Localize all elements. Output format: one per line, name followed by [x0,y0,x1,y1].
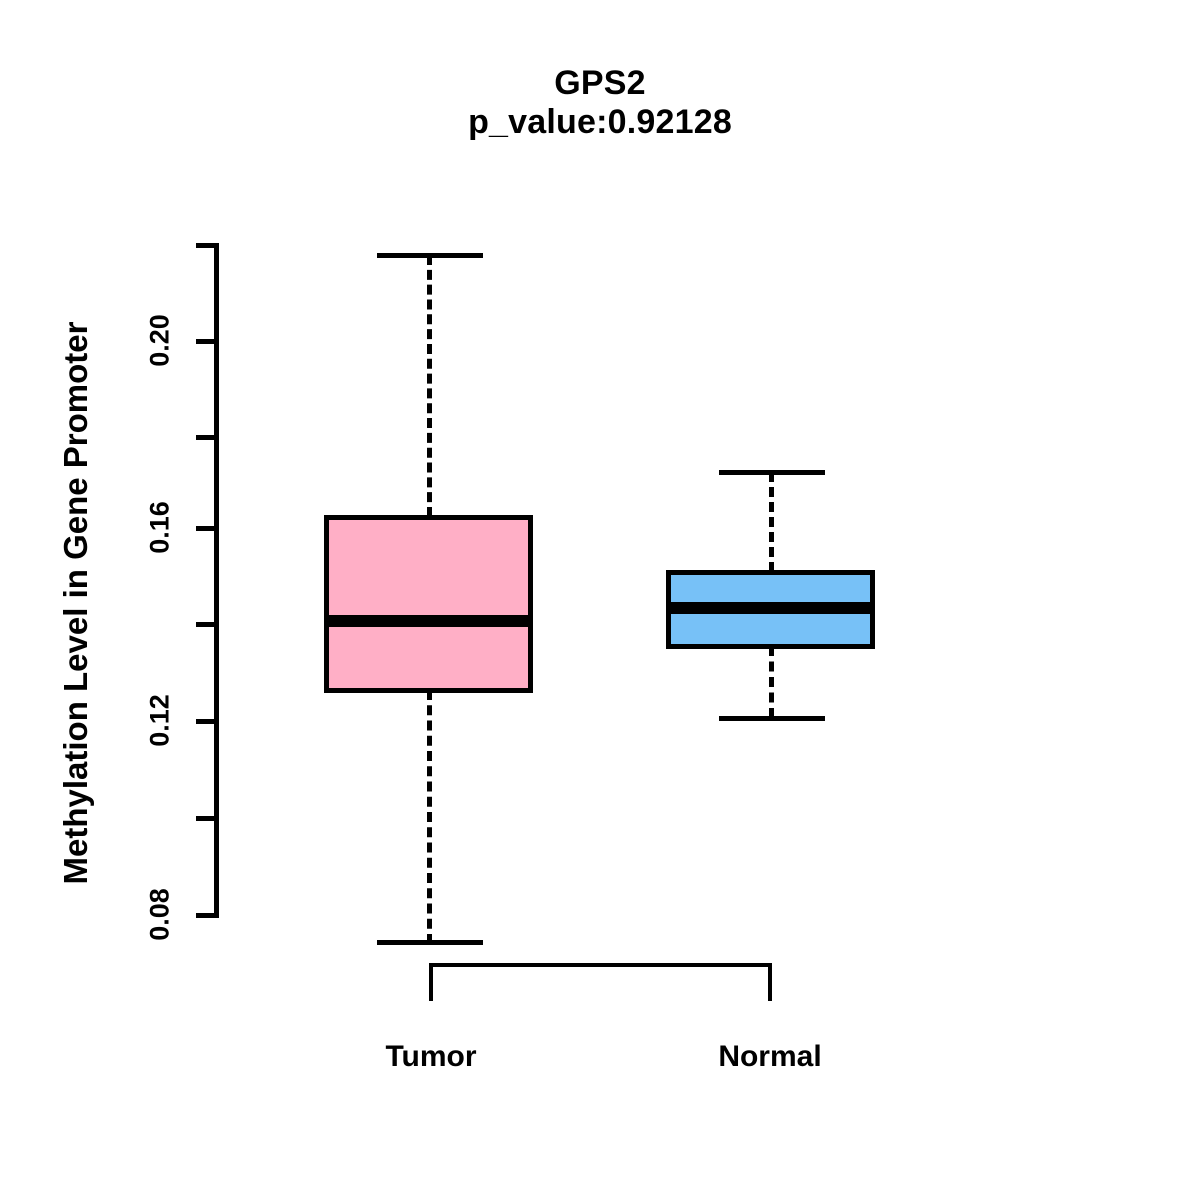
y-axis-line [214,243,219,918]
y-tick-mark-0.18 [196,435,219,440]
tumor-box [324,515,533,693]
y-axis-title: Methylation Level in Gene Promoter [57,321,94,885]
chart-title-block: GPS2 p_value:0.92128 [0,64,1200,143]
y-tick-mark-0.12 [196,719,219,724]
y-tick-mark-0.16 [196,526,219,531]
x-axis-tick-normal [768,963,772,1001]
x-axis-line [429,963,772,967]
x-axis-label-normal: Normal [718,1040,822,1073]
normal-lower-whisker-cap [719,716,825,721]
tumor-median-line [324,615,533,627]
page-title: GPS2 [554,64,646,102]
x-axis-tick-tumor [429,963,433,1001]
normal-lower-whisker-stem [769,646,774,718]
y-tick-mark-0.08 [196,913,219,918]
y-tick-mark-0.14 [196,622,219,627]
tumor-lower-whisker-cap [377,940,483,945]
tumor-upper-whisker-cap [377,253,483,258]
y-tick-mark-0.20 [196,339,219,344]
normal-upper-whisker-cap [719,470,825,475]
normal-median-line [666,602,875,614]
x-axis-label-tumor: Tumor [385,1040,477,1073]
chart-subtitle-pvalue: p_value:0.92128 [468,103,732,142]
y-tick-mark-0.22 [196,243,219,248]
tumor-upper-whisker-stem [427,255,432,517]
normal-upper-whisker-stem [769,472,774,572]
y-tick-label-0.20: 0.20 [144,314,175,367]
y-tick-label-0.16: 0.16 [144,501,175,554]
y-tick-label-0.08: 0.08 [144,888,175,941]
y-tick-mark-0.10 [196,816,219,821]
tumor-lower-whisker-stem [427,690,432,944]
y-tick-label-0.12: 0.12 [144,694,175,747]
